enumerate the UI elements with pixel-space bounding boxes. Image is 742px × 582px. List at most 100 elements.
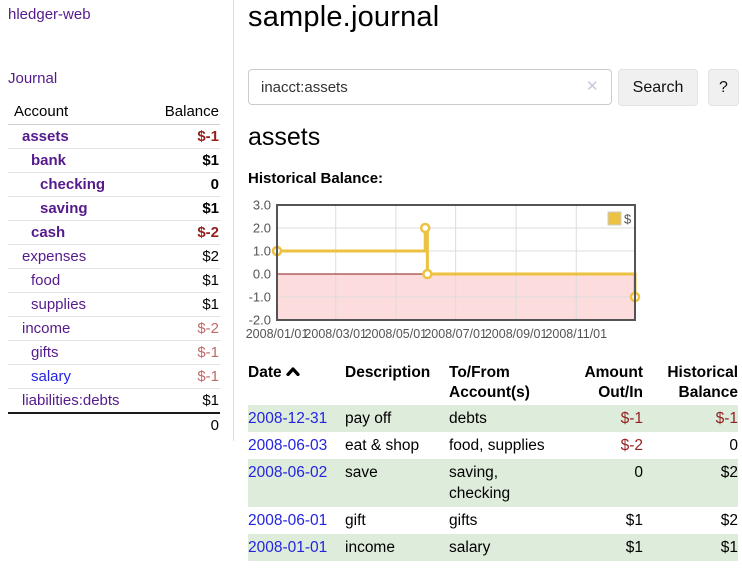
- svg-text:$: $: [624, 212, 632, 227]
- svg-text:3.0: 3.0: [253, 198, 271, 213]
- transaction-accounts: saving, checking: [449, 464, 511, 502]
- transaction-amount: 0: [634, 464, 643, 481]
- svg-text:2008/07/01: 2008/07/01: [424, 327, 487, 341]
- accounts-table: Account Balance assets $-1 bank $1 checkin…: [8, 101, 220, 437]
- svg-text:2.0: 2.0: [253, 221, 271, 236]
- account-balance: 0: [144, 172, 220, 197]
- transaction-accounts: gifts: [449, 512, 478, 529]
- account-link-expenses[interactable]: expenses: [22, 248, 87, 265]
- account-row: food $1: [8, 268, 220, 293]
- search-input[interactable]: [248, 69, 612, 105]
- account-link-bank[interactable]: bank: [31, 152, 67, 169]
- transaction-accounts: salary: [449, 539, 491, 556]
- help-button[interactable]: ?: [708, 69, 739, 106]
- account-balance: $-1: [144, 340, 220, 365]
- transaction-row: 2008-06-01 gift gifts $1 $2: [248, 507, 738, 534]
- historical-balance-chart: 3.0 2.0 1.0 0.0 -1.0 -2.02008/01/012008/03/01…: [246, 198, 641, 341]
- transaction-row: 2008-06-03 eat & shop food, supplies $-2…: [248, 432, 738, 459]
- account-row: assets $-1: [8, 125, 220, 149]
- account-link-supplies[interactable]: supplies: [31, 296, 87, 313]
- transaction-description: pay off: [345, 410, 392, 427]
- register-col-header-accounts: To/From Account(s): [449, 364, 530, 401]
- account-link-income[interactable]: income: [22, 320, 71, 337]
- account-balance: $1: [144, 196, 220, 221]
- account-row: salary $-1: [8, 364, 220, 389]
- transaction-row: 2008-01-01 income salary $1 $1: [248, 534, 738, 561]
- transaction-balance: $-1: [715, 410, 738, 427]
- transaction-balance: $2: [720, 464, 738, 481]
- accounts-col-header-account: Account: [8, 101, 145, 125]
- main-content: sample.journal ✕ Search ? assets Histori…: [246, 0, 742, 582]
- account-link-saving[interactable]: saving: [40, 200, 88, 217]
- account-link-food[interactable]: food: [31, 272, 61, 289]
- transaction-date-link[interactable]: 2008-06-02: [248, 464, 328, 481]
- clear-search-icon[interactable]: ✕: [586, 78, 599, 95]
- transaction-description: eat & shop: [345, 437, 420, 454]
- account-row: income $-2: [8, 316, 220, 341]
- account-link-liabilities-debts[interactable]: liabilities:debts: [22, 392, 120, 409]
- accounts-total-value: 0: [144, 412, 220, 437]
- page-title: sample.journal: [248, 1, 440, 33]
- search-button[interactable]: Search: [618, 69, 698, 106]
- transaction-date-link[interactable]: 2008-12-31: [248, 410, 328, 427]
- register-col-header-date[interactable]: Date: [248, 361, 345, 405]
- account-balance: $-2: [144, 220, 220, 245]
- account-row: checking 0: [8, 172, 220, 197]
- svg-text:2008/09/01: 2008/09/01: [485, 327, 548, 341]
- transaction-amount: $1: [625, 512, 643, 529]
- account-link-cash[interactable]: cash: [31, 224, 66, 241]
- transaction-accounts: debts: [449, 410, 487, 427]
- transaction-date-link[interactable]: 2008-06-03: [248, 437, 328, 454]
- svg-text:1.0: 1.0: [253, 244, 271, 259]
- app-brand-link[interactable]: hledger-web: [8, 6, 91, 23]
- account-link-assets[interactable]: assets: [22, 128, 69, 145]
- svg-text:2008/03/01: 2008/03/01: [304, 327, 367, 341]
- account-balance: $1: [144, 388, 220, 413]
- account-balance: $2: [144, 244, 220, 269]
- account-link-salary[interactable]: salary: [31, 368, 72, 385]
- sidebar: hledger-web Journal Account Balance asse…: [0, 0, 234, 441]
- accounts-col-header-balance: Balance: [144, 101, 220, 125]
- transaction-balance: 0: [729, 437, 738, 454]
- transaction-amount: $1: [625, 539, 643, 556]
- svg-text:2008/01/01: 2008/01/01: [246, 327, 309, 341]
- account-balance: $-1: [197, 128, 219, 145]
- svg-text:2008/05/01: 2008/05/01: [365, 327, 428, 341]
- transaction-accounts: food, supplies: [449, 437, 545, 454]
- transaction-row: 2008-12-31 pay off debts $-1 $-1: [248, 405, 738, 432]
- svg-text:-2.0: -2.0: [249, 313, 271, 328]
- account-row: liabilities:debts $1: [8, 388, 220, 413]
- register-col-header-balance: Historical Balance: [667, 364, 738, 401]
- transaction-amount: $-1: [620, 410, 643, 427]
- transaction-amount: $-2: [620, 437, 643, 454]
- svg-text:0.0: 0.0: [253, 267, 271, 282]
- account-balance: $-1: [144, 364, 220, 389]
- account-row: supplies $1: [8, 292, 220, 317]
- transaction-balance: $1: [720, 539, 738, 556]
- svg-text:2008/11/01: 2008/11/01: [545, 327, 607, 341]
- transaction-description: save: [345, 464, 378, 481]
- account-balance: $1: [144, 292, 220, 317]
- chart-title: Historical Balance:: [248, 170, 384, 187]
- transaction-date-link[interactable]: 2008-01-01: [248, 539, 328, 556]
- sidebar-item-journal[interactable]: Journal: [8, 70, 58, 87]
- account-row: saving $1: [8, 196, 220, 221]
- svg-text:-1.0: -1.0: [249, 290, 271, 305]
- account-link-checking[interactable]: checking: [40, 176, 106, 193]
- transaction-description: income: [345, 539, 395, 556]
- transaction-description: gift: [345, 512, 366, 529]
- register-table: Date Description To/From Account(s) Amou…: [248, 361, 738, 561]
- transaction-balance: $2: [720, 512, 738, 529]
- account-row: bank $1: [8, 148, 220, 173]
- current-account-heading: assets: [248, 123, 321, 151]
- account-row: expenses $2: [8, 244, 220, 269]
- transaction-date-link[interactable]: 2008-06-01: [248, 512, 328, 529]
- register-col-header-description: Description: [345, 364, 431, 381]
- transaction-row: 2008-06-02 save saving, checking 0 $2: [248, 459, 738, 507]
- account-row: cash $-2: [8, 220, 220, 245]
- account-balance: $1: [144, 148, 220, 173]
- account-row: gifts $-1: [8, 340, 220, 365]
- account-balance: $1: [144, 268, 220, 293]
- account-link-gifts[interactable]: gifts: [31, 344, 59, 361]
- accounts-total-row: 0: [8, 412, 220, 437]
